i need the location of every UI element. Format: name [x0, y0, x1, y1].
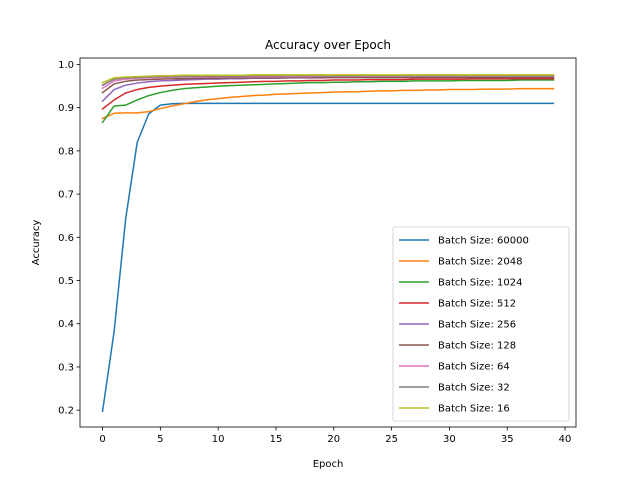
- x-tick-label: 5: [157, 434, 163, 445]
- plot-frame: [79, 57, 577, 428]
- x-tick-label: 0: [99, 434, 105, 445]
- y-axis-label: Accuracy: [31, 220, 42, 266]
- legend-label: Batch Size: 16: [438, 404, 510, 415]
- x-axis: 0 5 10 15 20 25 30 35 40: [99, 427, 571, 445]
- x-tick-label: 20: [327, 434, 340, 445]
- series-line-1: [101, 87, 555, 120]
- legend-box: [392, 226, 570, 422]
- chart-title: Accuracy over Epoch: [265, 38, 391, 52]
- y-tick-label: 1.0: [58, 60, 74, 71]
- legend-label: Batch Size: 128: [438, 341, 516, 352]
- y-tick-label: 0.4: [58, 319, 74, 330]
- y-tick-label: 0.6: [58, 233, 74, 244]
- legend-label: Batch Size: 2048: [438, 257, 522, 268]
- series-lines: [101, 74, 555, 413]
- legend-label: Batch Size: 32: [438, 383, 510, 394]
- series-line-3: [101, 77, 555, 111]
- legend-label: Batch Size: 512: [438, 299, 516, 310]
- series-line-0: [101, 102, 555, 413]
- series-line-8: [101, 74, 555, 84]
- legend: Batch Size: 60000 Batch Size: 2048 Batch S…: [392, 226, 570, 422]
- x-axis-label: Epoch: [313, 459, 344, 470]
- y-tick-label: 0.9: [58, 103, 74, 114]
- legend-label: Batch Size: 64: [438, 362, 510, 373]
- legend-label: Batch Size: 60000: [438, 236, 529, 247]
- series-line-7: [101, 74, 555, 87]
- y-tick-label: 0.5: [58, 276, 74, 287]
- x-tick-label: 35: [501, 434, 514, 445]
- x-tick-label: 30: [443, 434, 456, 445]
- y-axis: 0.2 0.3 0.4 0.5 0.6 0.7 0.8 0.9 1.0: [58, 60, 80, 417]
- series-line-2: [101, 79, 555, 124]
- legend-label: Batch Size: 256: [438, 320, 516, 331]
- x-tick-label: 40: [559, 434, 572, 445]
- y-tick-label: 0.8: [58, 146, 74, 157]
- x-tick-label: 10: [212, 434, 225, 445]
- y-tick-label: 0.7: [58, 190, 74, 201]
- x-tick-label: 25: [385, 434, 398, 445]
- y-tick-label: 0.3: [58, 362, 74, 373]
- series-line-5: [101, 76, 555, 94]
- y-tick-label: 0.2: [58, 406, 74, 417]
- x-tick-label: 15: [270, 434, 283, 445]
- legend-label: Batch Size: 1024: [438, 278, 522, 289]
